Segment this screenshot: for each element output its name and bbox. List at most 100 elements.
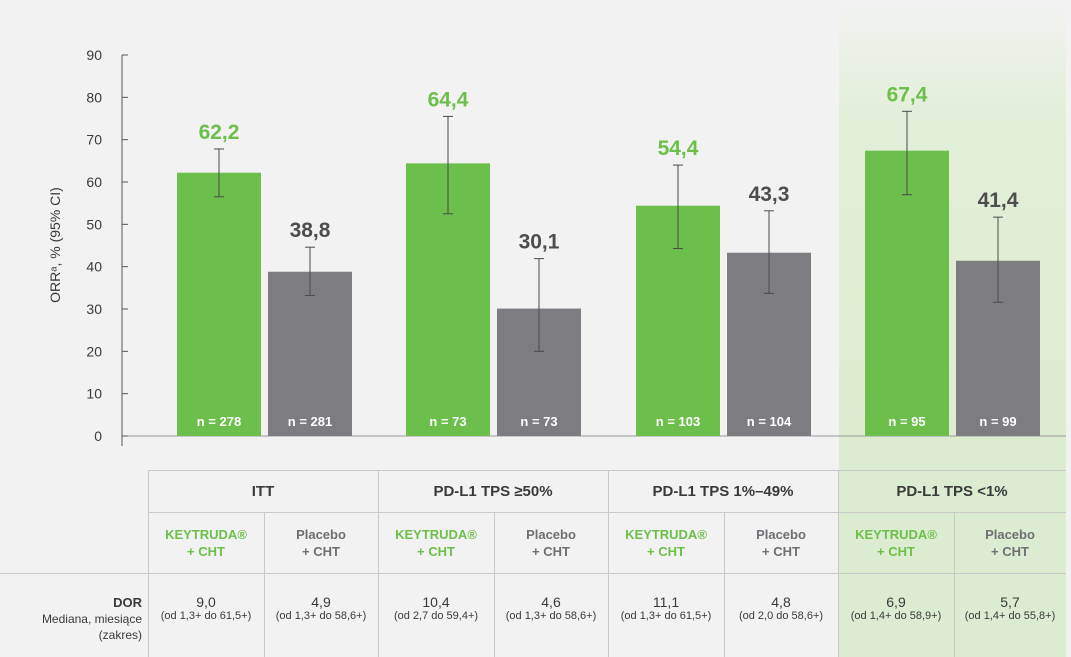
dor-value: 10,4 xyxy=(422,594,450,610)
n-label: n = 95 xyxy=(888,414,925,429)
dor-cell: 10,4 (od 2,7 do 59,4+) xyxy=(378,588,494,628)
dor-value: 11,1 xyxy=(652,594,680,610)
col-divider xyxy=(494,512,495,657)
arm-header-line1: Placebo xyxy=(985,526,1035,542)
orr-bar-chart: 0 10 20 30 40 50 60 70 80 90 62,2 n = 278 64,4 n = 7… xyxy=(47,0,1066,470)
arm-header-keytruda: KEYTRUDA® + CHT xyxy=(608,512,724,573)
dor-range: (od 1,4+ do 55,8+) xyxy=(964,610,1056,622)
arm-header-line1: Placebo xyxy=(526,526,576,542)
dor-cell: 5,7 (od 1,4+ do 55,8+) xyxy=(954,588,1066,628)
dor-cell: 9,0 (od 1,3+ do 61,5+) xyxy=(148,588,264,628)
arm-header-line1: KEYTRUDA® xyxy=(395,526,477,542)
col-divider xyxy=(954,512,955,657)
dor-table: ITT PD-L1 TPS ≥50% PD-L1 TPS 1%–49% PD-L… xyxy=(0,470,1071,657)
col-divider xyxy=(378,470,379,657)
arm-header-line1: KEYTRUDA® xyxy=(165,526,247,542)
dor-cell: 11,1 (od 1,3+ do 61,5+) xyxy=(608,588,724,628)
dor-value: 4,9 xyxy=(311,594,331,610)
dor-cell: 4,6 (od 1,3+ do 58,6+) xyxy=(494,588,608,628)
col-divider xyxy=(608,470,609,657)
data-label: 62,2 xyxy=(199,121,240,144)
data-label: 67,4 xyxy=(887,83,928,106)
group-header-rule xyxy=(148,512,1066,513)
n-label: n = 281 xyxy=(288,414,332,429)
col-divider xyxy=(838,470,839,657)
arm-header-line2: + CHT xyxy=(187,543,225,559)
arm-header-keytruda: KEYTRUDA® + CHT xyxy=(838,512,954,573)
n-label: n = 104 xyxy=(747,414,792,429)
data-label: 30,1 xyxy=(519,231,560,254)
dor-label-median: Mediana, miesiące xyxy=(41,612,142,626)
n-label: n = 278 xyxy=(197,414,241,429)
dor-range: (od 1,4+ do 58,9+) xyxy=(850,610,942,622)
col-divider xyxy=(264,512,265,657)
header-bottom-rule xyxy=(0,573,1066,574)
arm-header-line2: + CHT xyxy=(647,543,685,559)
arm-header-placebo: Placebo + CHT xyxy=(724,512,838,573)
arm-header-line1: Placebo xyxy=(756,526,806,542)
group-title-tps-50: PD-L1 TPS ≥50% xyxy=(433,482,553,500)
arm-header-line2: + CHT xyxy=(417,543,455,559)
bar xyxy=(865,150,949,436)
dor-range: (od 1,3+ do 58,6+) xyxy=(505,610,597,622)
data-label: 54,4 xyxy=(658,137,699,160)
arm-header-placebo: Placebo + CHT xyxy=(954,512,1066,573)
arm-header-placebo: Placebo + CHT xyxy=(494,512,608,573)
y-tick-label: 40 xyxy=(86,259,102,275)
dor-value: 6,9 xyxy=(886,594,906,610)
dor-label: DOR xyxy=(113,595,142,610)
arm-header-line2: + CHT xyxy=(762,543,800,559)
bar xyxy=(177,172,261,437)
col-divider xyxy=(148,470,149,657)
dor-range: (od 1,3+ do 58,6+) xyxy=(275,610,367,622)
y-tick-label: 20 xyxy=(86,343,102,359)
n-label: n = 73 xyxy=(520,414,557,429)
n-label: n = 99 xyxy=(979,414,1016,429)
y-tick-label: 30 xyxy=(86,301,102,317)
y-tick-label: 70 xyxy=(86,132,102,148)
group-title-tps-1-49: PD-L1 TPS 1%–49% xyxy=(652,482,794,500)
dor-cell: 4,8 (od 2,0 do 58,6+) xyxy=(724,588,838,628)
group-title-tps-lt1: PD-L1 TPS <1% xyxy=(896,482,1008,500)
n-label: n = 103 xyxy=(656,414,700,429)
n-label: n = 73 xyxy=(429,414,466,429)
data-label: 64,4 xyxy=(428,88,469,111)
dor-label-range: (zakres) xyxy=(98,628,142,642)
y-tick-label: 0 xyxy=(94,428,102,444)
arm-header-placebo: Placebo + CHT xyxy=(264,512,378,573)
data-label: 38,8 xyxy=(290,219,331,242)
dor-range: (od 2,0 do 58,6+) xyxy=(738,610,824,622)
dor-value: 9,0 xyxy=(196,594,216,610)
arm-header-line2: + CHT xyxy=(532,543,570,559)
dor-value: 5,7 xyxy=(1000,594,1020,610)
arm-header-keytruda: KEYTRUDA® + CHT xyxy=(148,512,264,573)
dor-range: (od 1,3+ do 61,5+) xyxy=(160,610,252,622)
dor-row-label: DOR Mediana, miesiące (zakres) xyxy=(0,594,142,643)
y-tick-label: 60 xyxy=(86,174,102,190)
arm-header-line2: + CHT xyxy=(302,543,340,559)
arm-header-line1: KEYTRUDA® xyxy=(625,526,707,542)
dor-cell: 6,9 (od 1,4+ do 58,9+) xyxy=(838,588,954,628)
dor-range: (od 2,7 do 59,4+) xyxy=(393,610,479,622)
table-top-rule xyxy=(148,470,1066,471)
data-label: 43,3 xyxy=(749,183,790,206)
bar xyxy=(268,271,352,436)
data-label: 41,4 xyxy=(978,189,1019,212)
y-tick-label: 80 xyxy=(86,89,102,105)
y-tick-label: 10 xyxy=(86,386,102,402)
arm-header-line1: KEYTRUDA® xyxy=(855,526,937,542)
y-tick-label: 50 xyxy=(86,216,102,232)
dor-range: (od 1,3+ do 61,5+) xyxy=(620,610,712,622)
dor-value: 4,6 xyxy=(541,594,561,610)
group-title-itt: ITT xyxy=(251,482,275,500)
col-divider xyxy=(724,512,725,657)
arm-header-keytruda: KEYTRUDA® + CHT xyxy=(378,512,494,573)
arm-header-line2: + CHT xyxy=(877,543,915,559)
y-axis-label: ORRᵃ, % (95% CI) xyxy=(47,187,63,303)
arm-header-line2: + CHT xyxy=(991,543,1029,559)
y-tick-label: 90 xyxy=(86,47,102,63)
dor-cell: 4,9 (od 1,3+ do 58,6+) xyxy=(264,588,378,628)
dor-value: 4,8 xyxy=(771,594,791,610)
table-highlight-band xyxy=(839,470,1066,657)
arm-header-line1: Placebo xyxy=(296,526,346,542)
